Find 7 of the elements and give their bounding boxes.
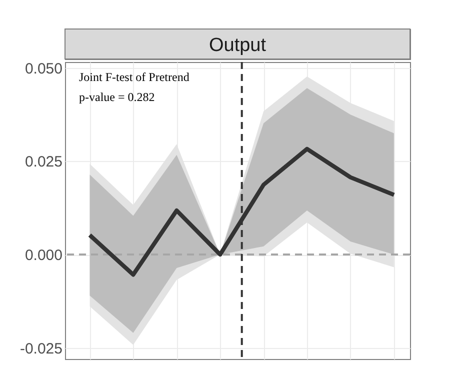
y-tick-label: 0.000 [24, 247, 62, 264]
annotation: p-value = 0.282 [79, 90, 155, 104]
y-tick-label: 0.025 [24, 154, 62, 171]
y-tick-label: -0.025 [20, 340, 62, 358]
annotation: Joint F-test of Pretrend [79, 70, 190, 84]
chart-title: Output [208, 35, 267, 56]
y-tick-label: 0.050 [24, 60, 62, 78]
